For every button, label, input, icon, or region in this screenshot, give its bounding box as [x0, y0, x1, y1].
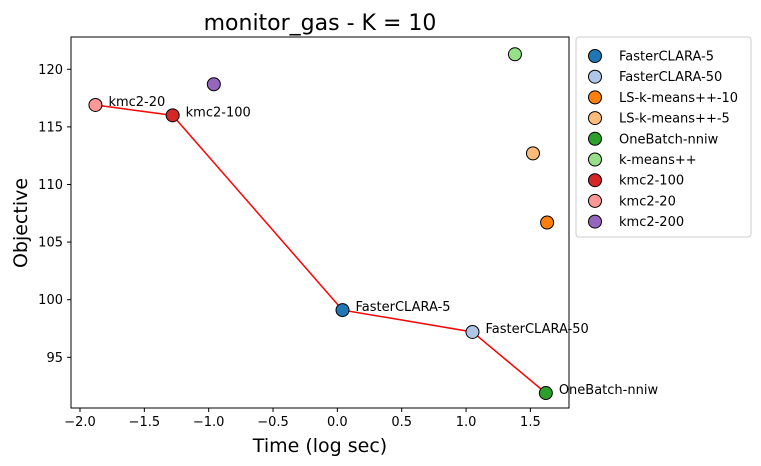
legend-label: LS-k-means++-10	[619, 91, 738, 106]
point-kmc2-200	[206, 77, 221, 92]
legend-label: k-means++	[619, 153, 697, 168]
legend-label: kmc2-20	[619, 194, 676, 209]
legend-label: OneBatch-nniw	[619, 132, 719, 147]
x-tick-label: −1.0	[193, 415, 225, 430]
annotation-kmc2-100: kmc2-100	[186, 105, 251, 120]
annotation-fasterclara-50: FasterCLARA-50	[485, 322, 588, 337]
point-ls-k-means-10	[540, 215, 555, 230]
annotation-kmc2-20: kmc2-20	[108, 95, 165, 110]
point-kmc2-100	[165, 108, 180, 123]
legend-marker	[588, 152, 602, 167]
y-axis-label: Objective	[10, 178, 32, 268]
point-kmc2-20	[88, 97, 103, 112]
legend-marker	[588, 49, 602, 63]
y-tick-label: 95	[46, 351, 63, 366]
point-k-means-	[507, 47, 522, 62]
legend-box	[575, 36, 752, 238]
legend-marker	[588, 214, 602, 229]
annotation-onebatch-nniw: OneBatch-nniw	[559, 383, 659, 398]
y-tick-label: 115	[38, 120, 63, 135]
x-tick-label: 0.5	[391, 415, 412, 430]
chart-title: monitor_gas - K = 10	[204, 11, 437, 36]
annotation-fasterclara-5: FasterCLARA-5	[356, 300, 451, 315]
x-tick-label: −2.0	[64, 415, 96, 430]
pareto-front-line	[95, 104, 547, 394]
legend-label: FasterCLARA-50	[619, 70, 722, 85]
x-tick-label: −1.5	[129, 415, 161, 430]
y-tick-label: 110	[38, 178, 63, 193]
legend-marker	[588, 111, 602, 126]
x-tick-label: 1.5	[520, 415, 541, 430]
y-tick-label: 105	[38, 236, 63, 251]
legend: FasterCLARA-5 FasterCLARA-50 LS-k-means++-…	[575, 36, 752, 238]
plot-frame	[70, 36, 570, 409]
legend-label: LS-k-means++-5	[619, 112, 730, 127]
pareto-front-group	[95, 104, 547, 394]
x-tick-label: 0.0	[327, 415, 348, 430]
x-tick-label: −0.5	[257, 415, 289, 430]
point-onebatch-nniw	[538, 386, 553, 401]
y-tick-label: 120	[38, 63, 63, 78]
point-fasterclara-50	[465, 324, 480, 339]
y-tick-label: 100	[38, 293, 63, 308]
x-axis-label: Time (log sec)	[252, 435, 387, 457]
x-tick-label: 1.0	[456, 415, 477, 430]
legend-marker	[588, 90, 602, 105]
legend-label: kmc2-200	[619, 215, 684, 230]
legend-label: kmc2-100	[619, 174, 684, 189]
legend-marker	[588, 173, 602, 188]
legend-label: FasterCLARA-5	[619, 50, 714, 65]
scatter-points	[88, 47, 555, 401]
point-ls-k-means-5	[525, 146, 540, 161]
point-fasterclara-5	[335, 303, 350, 318]
legend-marker	[588, 69, 602, 84]
axis-ticks: −2.0 −1.5 −1.0 −0.5 0.0 0.5 1.0 1.5 95 100 105 110 1…	[38, 63, 541, 430]
legend-marker	[588, 131, 602, 146]
legend-marker	[588, 193, 602, 208]
point-annotations: FasterCLARA-5 FasterCLARA-50 OneBatch-nniw…	[108, 95, 658, 398]
